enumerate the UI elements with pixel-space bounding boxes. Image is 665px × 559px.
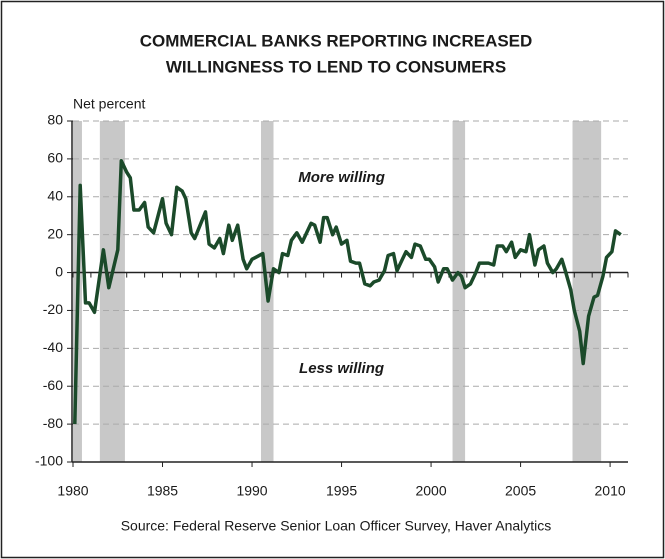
y-tick-label: -80 [43,415,63,431]
series-line [73,159,622,425]
x-tick-label: 1980 [57,483,88,499]
annotation: More willing [298,169,385,186]
y-axis-label: Net percent [73,96,145,112]
y-tick-label: -20 [43,301,63,317]
x-tick-label: 2000 [415,483,446,499]
y-tick-label: 0 [55,263,63,279]
x-tick-label: 1990 [236,483,267,499]
x-tick-label: 2005 [505,483,536,499]
y-tick-label: 20 [47,225,63,241]
recession-band [572,121,602,462]
x-tick-label: 1995 [326,483,357,499]
y-tick-label: -40 [43,339,63,355]
annotation: Less willing [299,360,384,377]
chart-title: COMMERCIAL BANKS REPORTING INCREASED [140,31,533,50]
x-tick-label: 1985 [147,483,178,499]
x-tick-label: 2010 [595,483,626,499]
y-tick-label: -60 [43,377,63,393]
y-tick-label: 80 [47,112,63,128]
source: Source: Federal Reserve Senior Loan Offi… [121,518,552,534]
y-tick-label: -100 [35,453,63,469]
recession-band [452,121,466,462]
y-tick-label: 40 [47,187,63,203]
chart-title: WILLINGNESS TO LEND TO CONSUMERS [166,57,506,76]
y-tick-label: 60 [47,150,63,166]
